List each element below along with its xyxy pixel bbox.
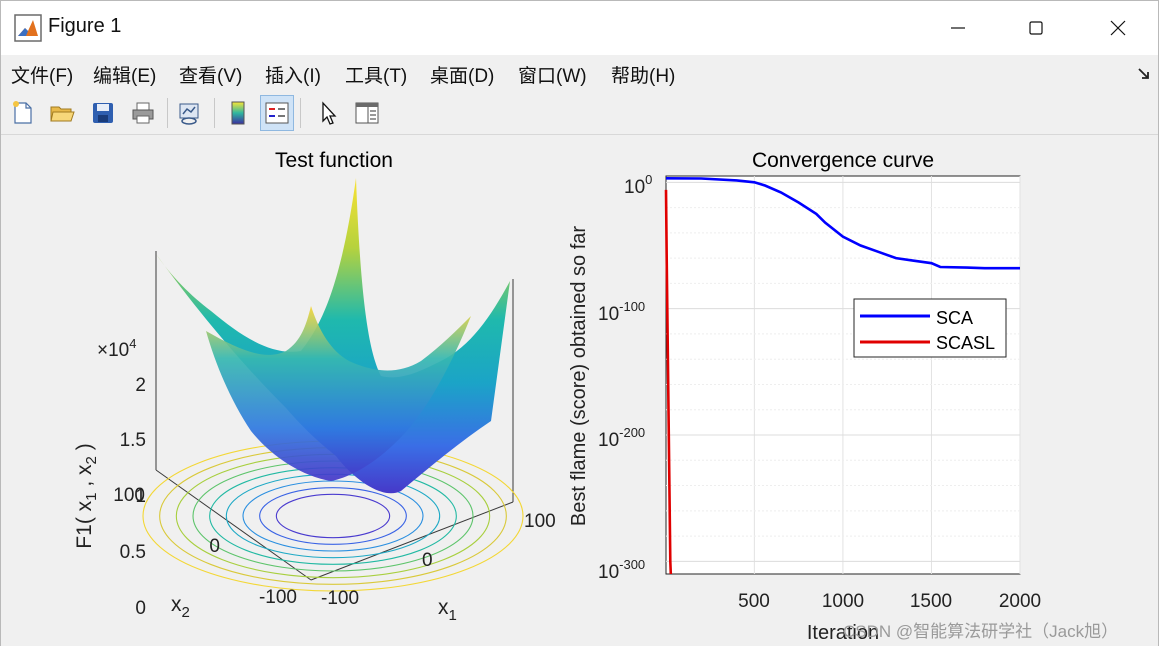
close-button[interactable] [1083, 1, 1153, 55]
colorbar-icon [231, 101, 245, 125]
title-bar[interactable]: Figure 1 [1, 1, 1158, 55]
minimize-icon [951, 27, 965, 29]
x-tick-1000: 1000 [822, 591, 864, 612]
menu-tools[interactable]: 工具(T) [345, 66, 408, 87]
y-tick-minus300: 10-300 [598, 557, 645, 583]
contour-ring [275, 493, 391, 539]
axes-box [155, 251, 514, 581]
folder-open-icon [50, 106, 75, 122]
x1-tick: -100 [321, 588, 359, 609]
y-tick-0: 100 [624, 172, 652, 198]
legend-sca-label: SCA [936, 308, 973, 328]
z-tick: 2 [135, 375, 146, 396]
series-lines [664, 177, 1020, 575]
menu-window[interactable]: 窗口(W) [518, 66, 587, 87]
y-tick-minus100: 10-100 [598, 299, 645, 325]
menu-file[interactable]: 文件(F) [11, 66, 74, 87]
menu-insert[interactable]: 插入(I) [265, 66, 321, 87]
toolbar [1, 91, 1158, 135]
x2-axis-label: x2 [171, 593, 190, 621]
save-button[interactable] [86, 95, 120, 131]
x-tick-2000: 2000 [999, 591, 1041, 612]
window-title: Figure 1 [48, 15, 122, 37]
y-tick-minus200: 10-200 [598, 425, 645, 451]
link-plot-button[interactable] [173, 95, 207, 131]
menu-help[interactable]: 帮助(H) [611, 66, 676, 87]
x-axis-ticks: 500 1000 1500 2000 [738, 591, 1041, 612]
new-file-icon [13, 101, 32, 124]
x-tick-500: 500 [738, 591, 770, 612]
x2-axis-ticks: 100 0 -100 [113, 485, 297, 608]
x-axis-label: Iteration [807, 622, 879, 644]
contour-ring [242, 480, 424, 552]
grid-lines [666, 176, 1021, 574]
menu-edit[interactable]: 编辑(E) [93, 66, 157, 87]
legend-box[interactable]: SCA SCASL [853, 298, 1007, 358]
link-plot-icon [179, 103, 199, 125]
series-sca [665, 177, 1020, 270]
open-file-button[interactable] [45, 95, 79, 131]
x1-tick: 0 [422, 550, 433, 571]
legend-scasl-label: SCASL [936, 333, 995, 353]
menu-desktop[interactable]: 桌面(D) [430, 66, 495, 87]
contour-ring [225, 473, 441, 559]
toolbar-separator [214, 98, 215, 128]
property-inspector-icon [355, 102, 379, 124]
x1-axis-label: x1 [438, 596, 457, 624]
printer-icon [132, 102, 154, 124]
z-tick: 1.5 [120, 430, 146, 451]
new-figure-button[interactable] [6, 95, 40, 131]
minimize-button[interactable] [923, 1, 993, 55]
toolbar-separator [300, 98, 301, 128]
legend-icon [265, 102, 289, 124]
print-button[interactable] [126, 95, 160, 131]
z-tick: 0.5 [120, 542, 146, 563]
dock-arrow-icon[interactable] [1137, 67, 1151, 81]
z-axis-label: F1( x1 , x2 ) [73, 443, 100, 548]
maximize-button[interactable] [1001, 1, 1071, 55]
edit-plot-button[interactable] [311, 95, 345, 131]
x-tick-1500: 1500 [910, 591, 952, 612]
y-axis-label: Best flame (score) obtained so far [568, 226, 590, 526]
x1-tick: 100 [524, 511, 556, 532]
x2-tick: -100 [259, 587, 297, 608]
insert-legend-button[interactable] [260, 95, 294, 131]
matlab-icon [14, 14, 42, 42]
save-icon [93, 103, 113, 123]
toolbar-separator [167, 98, 168, 128]
contour-ring [209, 467, 457, 565]
surface-outer [156, 178, 510, 494]
figure-canvas: Test function 2 1.5 1 0.5 0 ×104 [1, 136, 1158, 646]
x2-tick: 0 [209, 536, 220, 557]
y-axis-ticks: 100 10-100 10-200 10-300 [598, 172, 652, 583]
cursor-arrow-icon [322, 101, 337, 125]
menu-view[interactable]: 查看(V) [179, 66, 243, 87]
z-axis-ticks: 2 1.5 1 0.5 0 [120, 375, 146, 619]
z-tick: 1 [135, 486, 146, 507]
surface-inner [206, 306, 471, 481]
close-icon [1110, 20, 1126, 36]
maximize-icon [1029, 21, 1043, 35]
surface-title: Test function [275, 149, 393, 172]
menu-bar: 文件(F) 编辑(E) 查看(V) 插入(I) 工具(T) 桌面(D) 窗口(W… [1, 55, 1158, 91]
surface-plot-axes[interactable]: Test function 2 1.5 1 0.5 0 ×104 [1, 136, 561, 646]
z-tick: 0 [135, 598, 146, 619]
z-exponent-label: ×104 [97, 336, 136, 361]
contour-ring [259, 487, 407, 545]
x1-axis-ticks: -100 0 100 [321, 511, 556, 609]
watermark-text: CSDN @智能算法研学社（Jack旭） [843, 622, 1119, 641]
property-inspector-button[interactable] [350, 95, 384, 131]
series-scasl [664, 189, 673, 575]
convergence-title: Convergence curve [752, 149, 934, 172]
insert-colorbar-button[interactable] [221, 95, 255, 131]
convergence-plot-axes[interactable]: Convergence curve 100 10-100 10-200 10-3… [561, 136, 1158, 646]
x2-tick: 100 [113, 485, 145, 506]
